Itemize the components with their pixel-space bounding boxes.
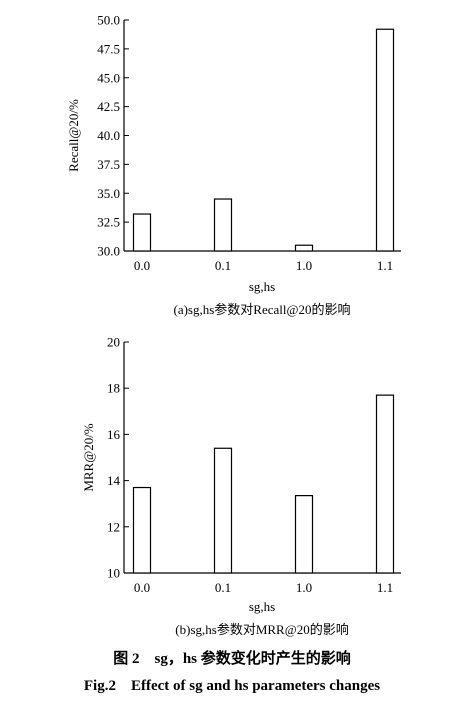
y-tick-label: 14 bbox=[107, 473, 121, 488]
y-tick-label: 42.5 bbox=[97, 99, 120, 114]
y-tick-label: 40.0 bbox=[97, 128, 120, 143]
chart-mrr: 10 12 14 16 18 20 0.0 0.1 1.0 1.1 MRR@20/% bbox=[81, 335, 401, 595]
x-tick-label: 0.1 bbox=[215, 258, 231, 273]
bar bbox=[213, 447, 233, 574]
chart-recall-xlabel: sg,hs bbox=[249, 279, 275, 294]
y-tick-label: 50.0 bbox=[97, 13, 120, 28]
figure-caption-en: Fig.2 Effect of sg and hs parameters cha… bbox=[84, 678, 380, 694]
y-tick-label: 30.0 bbox=[97, 244, 120, 259]
bar bbox=[375, 394, 395, 574]
y-axis-label: Recall@20/% bbox=[66, 99, 81, 172]
y-tick-label: 18 bbox=[107, 381, 120, 396]
x-tick-label: 1.0 bbox=[296, 258, 312, 273]
chart-mrr-xlabel: sg,hs bbox=[249, 599, 275, 614]
chart-recall: 30.0 32.5 35.0 37.5 40.0 42.5 45.0 47.5 50.0 0.0 0… bbox=[66, 13, 401, 273]
bar bbox=[375, 28, 395, 252]
chart-mrr-caption: (b)sg,hs参数对MRR@20的影响 bbox=[175, 622, 348, 637]
bar bbox=[294, 495, 314, 574]
x-tick-label: 1.1 bbox=[377, 580, 393, 595]
y-tick-label: 16 bbox=[107, 427, 121, 442]
chart-recall-caption: (a)sg,hs参数对Recall@20的影响 bbox=[174, 302, 351, 317]
y-tick-label: 12 bbox=[107, 519, 120, 534]
y-tick-label: 10 bbox=[107, 566, 120, 581]
y-tick-label: 20 bbox=[107, 335, 120, 350]
y-tick-label: 35.0 bbox=[97, 186, 120, 201]
x-tick-label: 0.1 bbox=[215, 580, 231, 595]
y-tick-label: 47.5 bbox=[97, 41, 120, 56]
x-tick-label: 1.1 bbox=[377, 258, 393, 273]
x-tick-label: 1.0 bbox=[296, 580, 312, 595]
y-tick-label: 45.0 bbox=[97, 70, 120, 85]
bar bbox=[294, 244, 314, 252]
y-axis-label: MRR@20/% bbox=[81, 423, 96, 491]
bar bbox=[132, 213, 152, 252]
figure-caption-cn: 图 2 sg，hs 参数变化时产生的影响 bbox=[113, 649, 351, 667]
x-tick-label: 0.0 bbox=[134, 580, 150, 595]
bar bbox=[213, 198, 233, 252]
x-tick-label: 0.0 bbox=[134, 258, 150, 273]
bar bbox=[132, 486, 152, 574]
y-tick-label: 32.5 bbox=[97, 215, 120, 230]
y-tick-label: 37.5 bbox=[97, 157, 120, 172]
